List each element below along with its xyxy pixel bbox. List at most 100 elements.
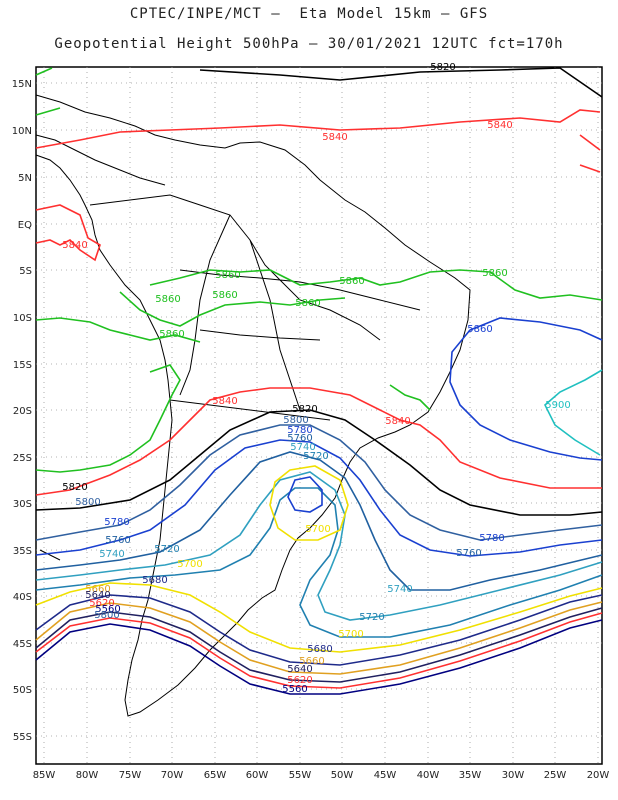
contour-label: 5820 — [62, 482, 87, 493]
contour-label: 5860 — [482, 268, 507, 279]
contour-label: 5740 — [387, 584, 412, 595]
contour-5820-north — [199, 67, 603, 98]
title-line-2: Geopotential Height 500hPa – 30/01/2021 … — [54, 36, 564, 52]
contour-label: 5560 — [282, 684, 307, 695]
contour-label: 5740 — [99, 549, 124, 560]
contour-5840-main — [35, 387, 602, 496]
contour-label: 5740 — [290, 442, 315, 453]
contour-label: 5800 — [94, 610, 119, 621]
contour-label: 5900 — [545, 400, 570, 411]
contour-label: 5860 — [295, 298, 320, 309]
contour-5860-c — [35, 317, 201, 473]
contour-5680 — [35, 594, 603, 666]
contour-label: 5780 — [104, 517, 129, 528]
contour-label: 5660 — [85, 584, 110, 595]
contour-label: 5560 — [95, 604, 120, 615]
lon-tick-label: 75W — [119, 770, 142, 781]
lat-tick-label: 15N — [12, 79, 32, 90]
contour-5660 — [35, 601, 603, 675]
contour-label: 5680 — [307, 644, 332, 655]
contour-label: 5860 — [467, 324, 492, 335]
lat-tick-label: 10N — [12, 126, 32, 137]
lat-tick-label: 50S — [13, 685, 32, 696]
coastlines — [35, 94, 471, 717]
lon-tick-label: 40W — [417, 770, 440, 781]
contour-5760 — [35, 451, 603, 591]
lon-tick-label: 45W — [374, 770, 397, 781]
lon-tick-label: 35W — [459, 770, 482, 781]
contour-5620 — [35, 612, 603, 689]
contour-5840-west — [35, 204, 101, 262]
contour-label: 5840 — [385, 416, 410, 427]
lon-tick-label: 70W — [161, 770, 184, 781]
lat-tick-label: 5N — [18, 173, 32, 184]
title-line-1: CPTEC/INPE/MCT – Eta Model 15km – GFS — [129, 6, 489, 22]
axis-ticks: 15N 10N 5N EQ 5S 10S 15S 20S 25S 30S 35S 40S 45S 50S 5… — [12, 79, 610, 781]
contour-label: 5760 — [287, 433, 312, 444]
lon-tick-label: 25W — [544, 770, 567, 781]
lat-tick-label: 5S — [19, 266, 32, 277]
contour-label: 5720 — [359, 612, 384, 623]
contour-label: 5860 — [339, 276, 364, 287]
lon-tick-label: 30W — [502, 770, 525, 781]
contour-label: 5720 — [154, 544, 179, 555]
contour-label: 5800 — [283, 415, 308, 426]
contour-label: 5700 — [177, 559, 202, 570]
contour-label: 5620 — [89, 598, 114, 609]
lon-tick-label: 85W — [33, 770, 56, 781]
contour-5800 — [35, 424, 603, 541]
contour-5720 — [35, 487, 603, 638]
contour-label: 5820 — [292, 404, 317, 415]
lat-tick-label: EQ — [18, 220, 32, 231]
contour-label: 5680 — [142, 575, 167, 586]
contour-label: 5840 — [212, 396, 237, 407]
contour-5840-north — [35, 109, 601, 173]
contour-label: 5640 — [85, 590, 110, 601]
lat-tick-label: 40S — [13, 592, 32, 603]
contour-5900 — [544, 369, 603, 456]
contour-5680-low — [287, 476, 323, 513]
lat-tick-label: 15S — [13, 360, 32, 371]
contour-5860-north — [35, 67, 61, 116]
contour-label: 5800 — [75, 497, 100, 508]
lon-tick-label: 65W — [204, 770, 227, 781]
lat-tick-label: 55S — [13, 732, 32, 743]
contour-label: 5640 — [287, 664, 312, 675]
contour-label: 5620 — [287, 675, 312, 686]
contour-label: 5760 — [456, 548, 481, 559]
contour-label: 5780 — [479, 533, 504, 544]
contour-label: 5840 — [322, 132, 347, 143]
contour-5820-main — [35, 409, 603, 516]
contour-label: 5720 — [303, 451, 328, 462]
contour-5560 — [35, 619, 603, 695]
contour-label: 5660 — [299, 656, 324, 667]
contour-labels: 5820 5840 5840 5860 5860 5860 5860 5860 5860 5860… — [62, 62, 570, 695]
lon-tick-label: 80W — [76, 770, 99, 781]
lat-tick-label: 25S — [13, 453, 32, 464]
contour-label: 5700 — [305, 524, 330, 535]
contour-5880-east — [449, 317, 603, 461]
contour-5640 — [35, 607, 603, 683]
contour-label: 5860 — [212, 290, 237, 301]
contour-label: 5840 — [487, 120, 512, 131]
contour-5860-b — [119, 291, 346, 327]
contour-5860-a — [149, 269, 603, 301]
lat-tick-label: 35S — [13, 546, 32, 557]
contour-5700-low — [269, 465, 349, 541]
lat-tick-label: 30S — [13, 499, 32, 510]
contour-label: 5860 — [159, 329, 184, 340]
contour-5780 — [35, 439, 603, 557]
contour-label: 5760 — [105, 535, 130, 546]
contour-label: 5860 — [155, 294, 180, 305]
contour-label: 5860 — [215, 270, 240, 281]
contour-label: 5780 — [287, 425, 312, 436]
contour-5860-d — [389, 384, 431, 411]
contour-label: 5820 — [430, 62, 455, 73]
lat-tick-label: 10S — [13, 313, 32, 324]
lon-tick-label: 60W — [246, 770, 269, 781]
contour-label: 5700 — [338, 629, 363, 640]
contour-lines — [35, 67, 603, 695]
lat-tick-label: 20S — [13, 406, 32, 417]
lon-tick-label: 20W — [587, 770, 610, 781]
